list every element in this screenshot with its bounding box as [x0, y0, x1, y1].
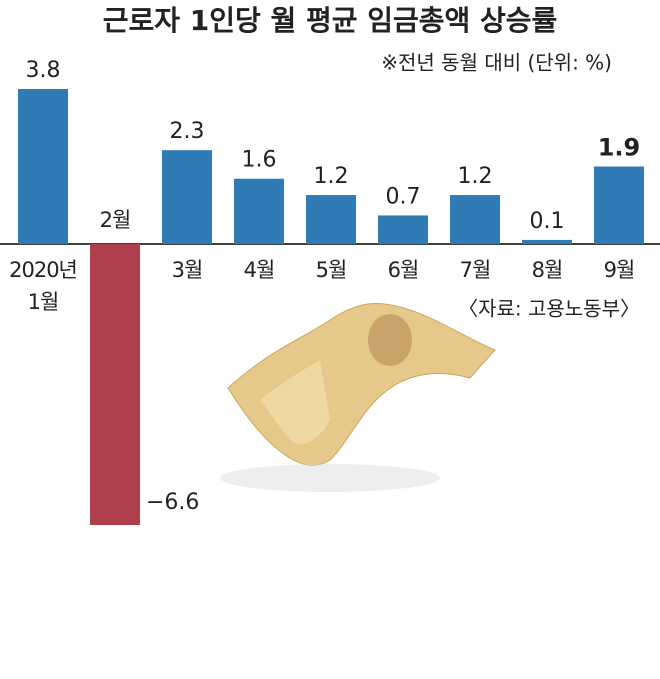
bar	[450, 195, 500, 244]
value-label: 2.3	[170, 119, 205, 144]
x-tick-label: 4월	[243, 258, 276, 282]
x-tick-label: 7월	[459, 258, 492, 282]
banknote	[220, 302, 496, 492]
bar	[90, 244, 140, 525]
chart-subtitle: ※전년 동월 대비 (단위: %)	[381, 51, 612, 75]
bar	[234, 178, 284, 244]
bar	[18, 89, 68, 244]
x-tick-label: 6월	[387, 258, 420, 282]
bar	[522, 239, 572, 244]
x-tick-label: 2월	[99, 208, 132, 232]
value-label: 0.7	[386, 184, 421, 209]
source-note: 〈자료: 고용노동부〉	[458, 297, 640, 321]
value-label: −6.6	[146, 490, 199, 515]
x-tick-label: 8월	[531, 258, 564, 282]
x-tick-label: 9월	[603, 258, 636, 282]
x-tick-label: 3월	[171, 258, 204, 282]
x-tick-label: 5월	[315, 258, 348, 282]
x-tick-label: 2020년 1월	[9, 258, 78, 314]
chart-title: 근로자 1인당 월 평균 임금총액 상승률	[103, 4, 558, 37]
value-label: 1.2	[458, 164, 493, 189]
bar	[594, 166, 644, 244]
bar	[162, 150, 212, 244]
value-label: 1.2	[314, 164, 349, 189]
value-label: 3.8	[26, 58, 61, 83]
value-label: 1.6	[242, 148, 277, 173]
value-label: 0.1	[530, 209, 565, 234]
bar	[378, 215, 428, 244]
bar	[306, 195, 356, 244]
value-label: 1.9	[598, 134, 641, 162]
